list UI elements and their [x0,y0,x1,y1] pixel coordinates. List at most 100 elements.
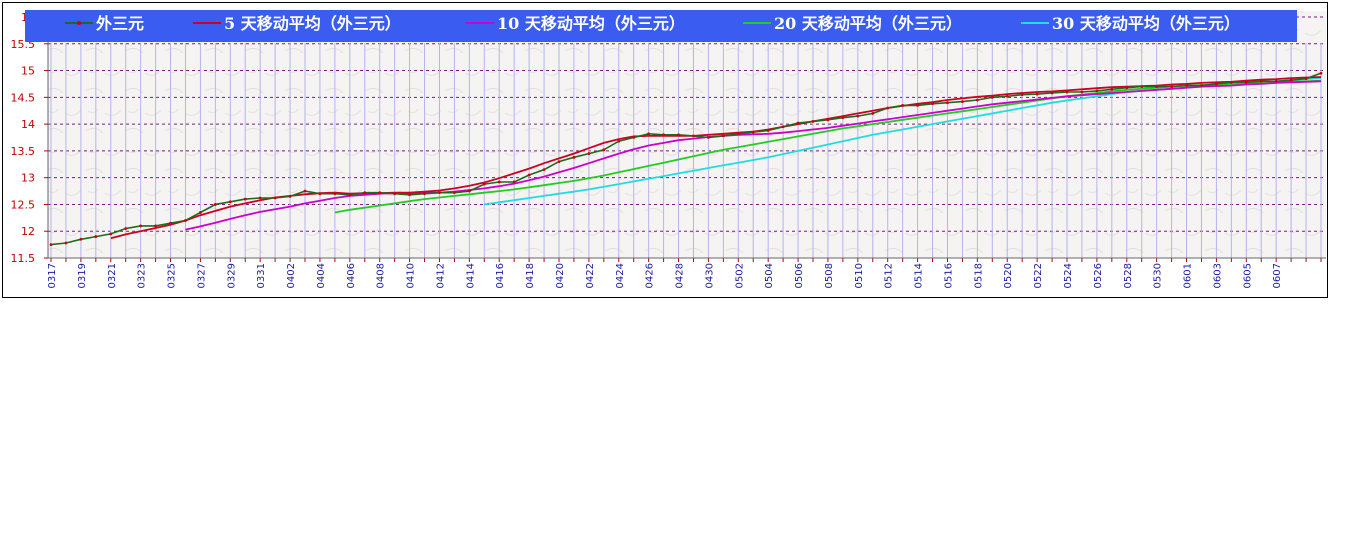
x-tick-label: 0329 [226,263,237,288]
data-point [557,160,561,164]
x-tick-label: 0504 [764,263,775,288]
legend-item: 20 天移动平均（外三元） [743,14,962,33]
data-point [587,152,591,155]
data-point [1035,92,1039,96]
data-point [1005,94,1009,98]
x-tick-label: 0422 [585,263,596,288]
x-tick-label: 0430 [704,263,715,288]
data-point [318,192,322,196]
data-point [258,196,262,200]
y-tick-label: 13 [21,172,35,185]
data-point [408,193,411,197]
data-point [1140,85,1144,89]
data-point [1095,89,1099,93]
legend-marker [77,21,81,25]
x-tick-label: 0424 [615,263,626,288]
x-tick-label: 0327 [196,263,207,288]
data-point [841,116,845,120]
data-point [512,180,516,184]
legend-item: 30 天移动平均（外三元） [1021,14,1240,33]
data-point [79,237,83,241]
data-point [169,221,172,225]
x-tick-labels: 0317 0319 0321 0323 0325 0327 0329 0331 0402 0404… [47,263,1283,288]
data-point [124,227,128,230]
data-point [482,182,486,186]
data-point [975,98,979,102]
x-tick-label: 0426 [645,263,656,288]
data-point [692,134,695,138]
data-point [602,148,606,152]
data-point [617,139,621,143]
data-point [199,211,202,214]
x-tick-label: 0408 [376,263,387,288]
x-tick-label: 0412 [435,263,446,288]
data-point [154,224,157,228]
x-tick-label: 0323 [137,263,148,288]
data-point [453,191,456,195]
data-point [916,103,919,107]
data-point [393,192,397,196]
y-tick-label: 12.5 [11,198,36,211]
y-tick-label: 14 [21,118,35,131]
x-tick-label: 0526 [1093,263,1104,288]
x-tick-label: 0528 [1123,263,1134,288]
x-tick-label: 0514 [914,263,925,288]
data-point [333,192,337,196]
data-point [184,219,187,222]
data-point [946,101,949,105]
x-tick-label: 0502 [734,263,745,288]
data-point [781,125,785,129]
x-tick-label: 0404 [316,263,327,288]
y-tick-label: 13.5 [11,145,36,158]
x-tick-label: 0516 [943,263,954,288]
x-tick-label: 0530 [1153,263,1164,288]
data-point [1125,86,1129,90]
data-point [243,197,247,201]
legend-item: 外三元 [65,14,144,33]
data-point [1304,77,1308,80]
x-tick-label: 0518 [973,263,984,288]
data-point [378,191,382,195]
data-point [766,129,770,132]
x-tick-label: 0331 [256,263,267,288]
data-point [348,193,352,197]
x-tick-label: 0325 [167,263,178,288]
x-tick-label: 0414 [465,263,476,288]
data-point [1185,84,1188,87]
data-point [677,133,680,137]
data-point [811,120,815,123]
series-line [110,76,1322,240]
data-point [213,203,217,206]
data-point [1050,91,1054,95]
x-tick-label: 0406 [346,263,357,288]
x-tick-label: 0601 [1183,263,1194,288]
data-point [901,103,905,107]
data-point [542,168,546,172]
x-tick-label: 0510 [854,263,865,288]
data-point [467,189,471,193]
y-tick-label: 14.5 [11,91,36,104]
data-point [1155,85,1159,89]
data-point [961,100,964,104]
data-point [438,191,441,195]
data-point [871,112,875,115]
data-point [1259,79,1263,83]
data-point [363,191,367,195]
x-tick-label: 0428 [675,263,686,288]
legend: 外三元 5 天移动平均（外三元） 10 天移动平均（外三元） 20 天移动平均（外三元… [25,10,1297,42]
legend-item: 10 天移动平均（外三元） [466,14,685,33]
x-tick-label: 0522 [1033,263,1044,288]
data-point [288,195,292,198]
data-point [228,200,232,204]
data-point [572,155,576,159]
x-tick-label: 0321 [107,263,118,288]
data-point [1110,87,1114,91]
data-point [273,196,277,200]
data-point [497,180,501,184]
x-tick-label: 0420 [555,263,566,288]
data-point [1244,80,1248,84]
data-point [49,243,53,247]
data-point [662,133,665,137]
